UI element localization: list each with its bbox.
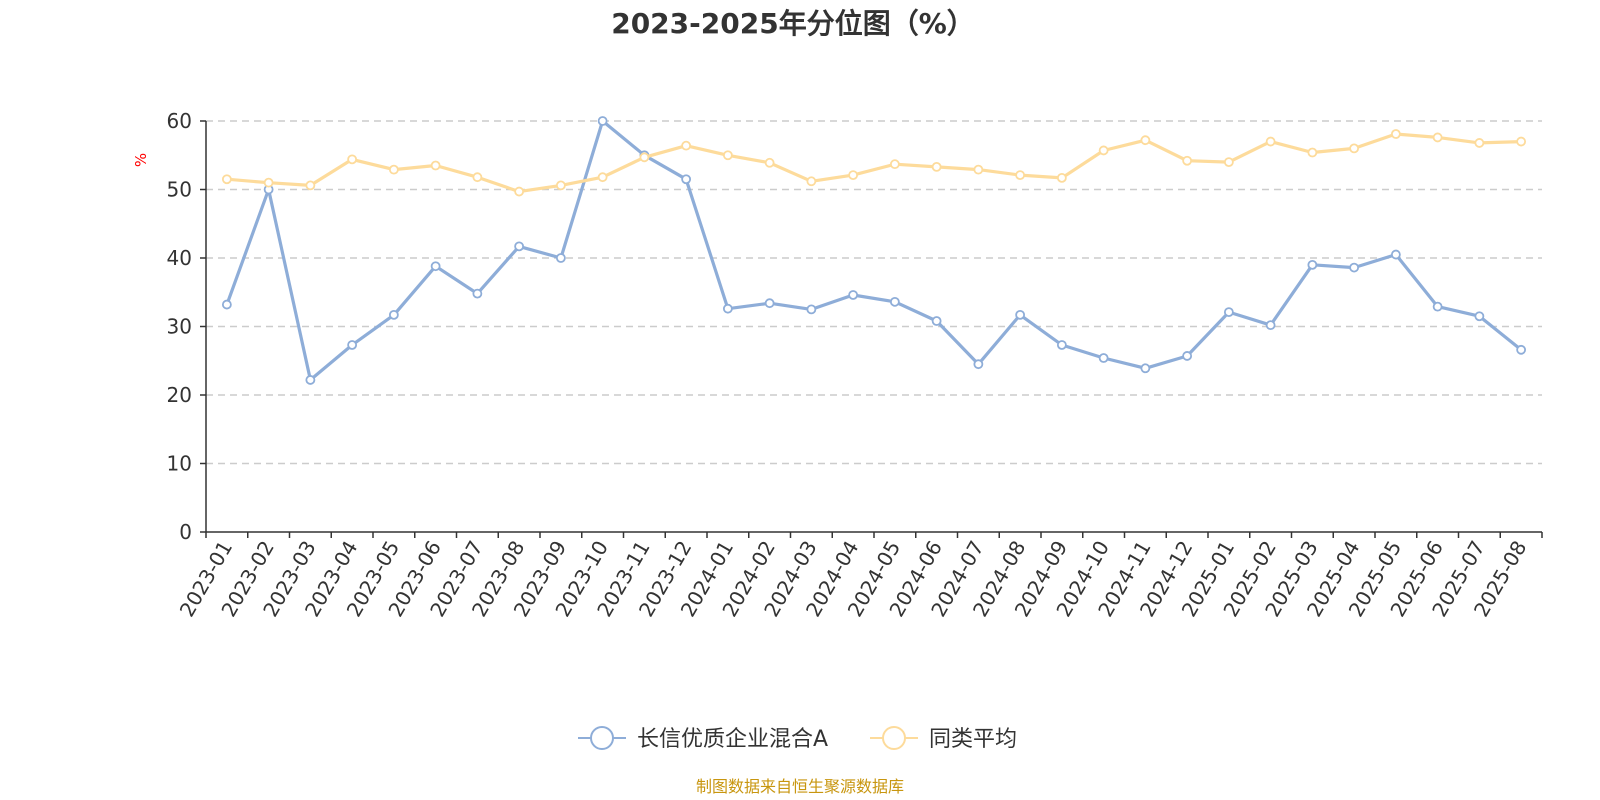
data-point[interactable] bbox=[1265, 136, 1276, 147]
axes: 01020304050602023-012023-022023-032023-0… bbox=[167, 109, 1543, 621]
y-tick-label: 40 bbox=[167, 246, 192, 270]
data-point[interactable] bbox=[681, 174, 692, 185]
data-point[interactable] bbox=[806, 304, 817, 315]
data-point[interactable] bbox=[722, 150, 733, 161]
data-point[interactable] bbox=[1307, 147, 1318, 158]
data-point[interactable] bbox=[1223, 157, 1234, 168]
source-note: 制图数据来自恒生聚源数据库 bbox=[696, 777, 904, 796]
data-point[interactable] bbox=[848, 170, 859, 181]
data-point[interactable] bbox=[1098, 145, 1109, 156]
data-point[interactable] bbox=[639, 152, 650, 163]
data-point[interactable] bbox=[1307, 259, 1318, 270]
y-tick-label: 30 bbox=[167, 315, 192, 339]
data-point[interactable] bbox=[263, 177, 274, 188]
y-tick-label: 0 bbox=[179, 520, 192, 544]
data-point[interactable] bbox=[1349, 143, 1360, 154]
data-point[interactable] bbox=[1015, 170, 1026, 181]
data-point[interactable] bbox=[1516, 344, 1527, 355]
data-point[interactable] bbox=[1140, 135, 1151, 146]
series-2 bbox=[221, 129, 1527, 197]
data-point[interactable] bbox=[430, 261, 441, 272]
data-point[interactable] bbox=[889, 159, 900, 170]
data-point[interactable] bbox=[472, 172, 483, 183]
data-point[interactable] bbox=[555, 253, 566, 263]
data-point[interactable] bbox=[1390, 249, 1401, 260]
chart-title: 2023-2025年分位图（%） bbox=[611, 7, 975, 40]
data-point[interactable] bbox=[388, 309, 399, 320]
data-point[interactable] bbox=[1182, 351, 1193, 361]
legend-item[interactable]: 长信优质企业混合A bbox=[578, 726, 828, 752]
series-line bbox=[225, 119, 1523, 382]
data-point[interactable] bbox=[681, 140, 692, 151]
data-point[interactable] bbox=[221, 299, 232, 310]
data-point[interactable] bbox=[1474, 311, 1485, 322]
data-point[interactable] bbox=[1474, 138, 1485, 148]
data-point[interactable] bbox=[1223, 307, 1234, 318]
data-point[interactable] bbox=[931, 161, 942, 172]
data-point[interactable] bbox=[221, 174, 232, 185]
legend-swatch-marker bbox=[590, 726, 614, 750]
legend-label: 同类平均 bbox=[929, 727, 1017, 752]
data-point[interactable] bbox=[1390, 129, 1401, 139]
data-point[interactable] bbox=[1056, 172, 1067, 183]
series-1 bbox=[221, 116, 1527, 385]
data-point[interactable] bbox=[973, 359, 984, 370]
data-point[interactable] bbox=[514, 186, 525, 197]
data-point[interactable] bbox=[305, 180, 316, 191]
series-line bbox=[226, 132, 1522, 194]
data-point[interactable] bbox=[1432, 132, 1443, 143]
y-tick-label: 20 bbox=[167, 383, 192, 407]
data-point[interactable] bbox=[555, 180, 566, 191]
y-tick-label: 60 bbox=[167, 109, 192, 133]
data-point[interactable] bbox=[1015, 309, 1026, 320]
y-tick-label: 10 bbox=[167, 452, 192, 476]
data-point[interactable] bbox=[764, 298, 775, 309]
data-point[interactable] bbox=[764, 157, 775, 168]
data-point[interactable] bbox=[472, 288, 483, 299]
data-point[interactable] bbox=[514, 241, 525, 252]
data-point[interactable] bbox=[931, 316, 942, 326]
data-point[interactable] bbox=[889, 296, 900, 307]
y-tick-label: 50 bbox=[167, 178, 192, 202]
data-point[interactable] bbox=[388, 164, 399, 175]
data-point[interactable] bbox=[1516, 136, 1527, 147]
y-axis-unit-label: % bbox=[132, 153, 150, 167]
legend-item[interactable]: 同类平均 bbox=[870, 726, 1017, 752]
data-point[interactable] bbox=[1056, 340, 1067, 350]
data-point[interactable] bbox=[347, 340, 358, 350]
data-point[interactable] bbox=[848, 290, 859, 300]
data-point[interactable] bbox=[597, 116, 608, 126]
legend[interactable]: 长信优质企业混合A 同类平均 bbox=[578, 726, 1017, 752]
data-point[interactable] bbox=[806, 176, 817, 187]
data-point[interactable] bbox=[1432, 301, 1443, 312]
legend-label: 长信优质企业混合A bbox=[637, 727, 828, 752]
data-point[interactable] bbox=[1265, 320, 1276, 331]
data-point[interactable] bbox=[597, 172, 608, 183]
data-point[interactable] bbox=[1098, 353, 1109, 363]
data-point[interactable] bbox=[347, 154, 358, 165]
data-point[interactable] bbox=[1140, 363, 1151, 374]
data-point[interactable] bbox=[1349, 262, 1360, 273]
data-point[interactable] bbox=[430, 160, 441, 171]
data-point[interactable] bbox=[305, 375, 316, 385]
grid-lines bbox=[206, 120, 1542, 465]
data-point[interactable] bbox=[722, 303, 733, 314]
series-lines bbox=[221, 116, 1527, 385]
data-point[interactable] bbox=[1182, 155, 1193, 166]
data-point[interactable] bbox=[973, 164, 984, 175]
legend-swatch-marker bbox=[882, 726, 906, 750]
